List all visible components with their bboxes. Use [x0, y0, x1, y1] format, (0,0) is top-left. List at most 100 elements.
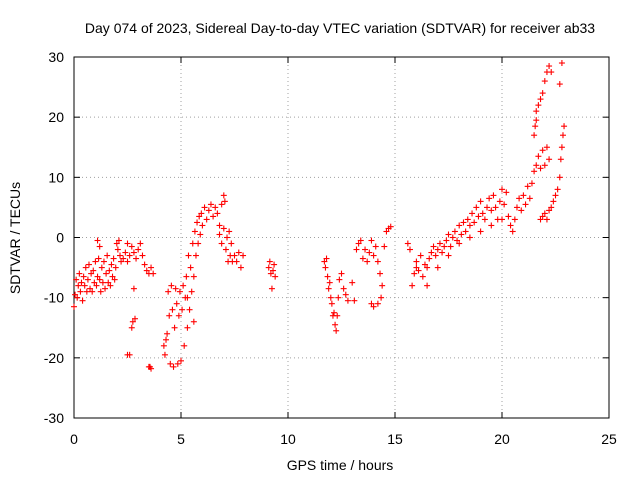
data-point: [83, 288, 90, 295]
data-point: [143, 267, 150, 274]
data-point: [150, 270, 157, 277]
data-point: [126, 252, 133, 259]
data-point: [79, 297, 86, 304]
data-point: [198, 210, 205, 217]
data-point: [161, 351, 168, 358]
data-point: [271, 261, 278, 268]
data-point: [456, 222, 463, 229]
gridlines: [74, 57, 609, 418]
data-point: [130, 249, 137, 256]
data-point: [496, 198, 503, 205]
y-axis-label: SDTVAR / TECUs: [7, 182, 23, 294]
data-point: [513, 204, 520, 211]
data-point: [128, 324, 135, 331]
data-point: [473, 204, 480, 211]
data-point: [475, 213, 482, 220]
data-point: [445, 252, 452, 259]
data-point: [272, 273, 279, 280]
data-point: [168, 282, 175, 289]
data-point: [197, 231, 204, 238]
data-point: [462, 228, 469, 235]
data-point: [171, 324, 178, 331]
data-point: [191, 228, 198, 235]
data-point: [469, 210, 476, 217]
data-point: [537, 165, 544, 172]
data-point: [449, 234, 456, 241]
data-point: [509, 228, 516, 235]
data-point: [492, 204, 499, 211]
data-point: [179, 306, 186, 313]
data-point: [561, 123, 568, 130]
data-point: [187, 264, 194, 271]
data-point: [507, 222, 514, 229]
data-point: [539, 213, 546, 220]
data-point: [546, 156, 553, 163]
data-point: [543, 144, 550, 151]
data-point: [192, 252, 199, 259]
data-point: [94, 237, 101, 244]
y-tick-label: -20: [44, 350, 64, 366]
y-tick-label: 0: [56, 230, 64, 246]
data-point: [368, 300, 375, 307]
data-point: [456, 240, 463, 247]
data-point: [333, 327, 340, 334]
data-point: [499, 216, 505, 223]
data-point: [387, 223, 394, 230]
data-point: [189, 240, 196, 247]
data-point: [559, 132, 566, 139]
data-point: [490, 192, 497, 199]
data-point: [357, 237, 364, 244]
data-point: [267, 270, 274, 277]
data-point: [445, 231, 452, 238]
data-point: [355, 240, 362, 247]
data-point: [231, 252, 238, 259]
data-point: [364, 258, 371, 265]
data-point: [195, 240, 202, 247]
data-point: [543, 216, 550, 223]
data-point: [82, 264, 89, 271]
data-point: [128, 243, 135, 250]
data-point: [331, 309, 338, 316]
data-point: [124, 240, 131, 247]
data-point: [466, 222, 473, 229]
data-point: [106, 267, 113, 274]
data-point: [374, 258, 381, 265]
data-point: [548, 204, 555, 211]
data-point: [220, 225, 227, 232]
data-point: [409, 282, 416, 289]
data-point: [430, 243, 437, 250]
data-point: [554, 186, 561, 193]
data-point: [419, 273, 426, 280]
x-tick-label: 20: [494, 431, 510, 447]
data-point: [196, 213, 203, 220]
data-point: [105, 279, 112, 286]
data-point: [359, 255, 366, 262]
data-point: [501, 201, 508, 208]
data-point: [324, 273, 331, 280]
data-point: [481, 216, 488, 223]
data-point: [87, 285, 94, 292]
data-point: [432, 252, 439, 259]
data-point: [539, 147, 546, 154]
data-point: [424, 282, 431, 289]
x-tick-label: 0: [70, 431, 78, 447]
data-point: [226, 228, 233, 235]
data-point: [85, 261, 92, 268]
data-point: [228, 240, 235, 247]
data-point: [92, 258, 99, 265]
data-point: [93, 282, 100, 289]
data-point: [326, 279, 333, 286]
data-point: [212, 204, 219, 211]
data-point: [224, 234, 231, 241]
data-point: [184, 294, 191, 301]
data-point: [340, 285, 347, 292]
data-point: [488, 207, 495, 214]
data-point: [327, 294, 334, 301]
data-point: [88, 270, 95, 277]
data-point: [81, 282, 88, 289]
data-point: [102, 285, 109, 292]
data-point: [148, 264, 155, 271]
data-point: [124, 258, 131, 265]
data-point: [265, 264, 272, 271]
data-point: [266, 258, 273, 265]
